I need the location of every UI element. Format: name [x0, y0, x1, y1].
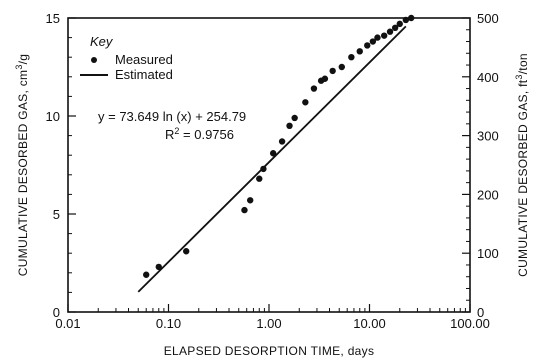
left-y-axis-unit-tail: /g	[16, 54, 30, 65]
right-y-tick-label: 400	[477, 70, 499, 85]
x-tick-label: 0.10	[156, 316, 181, 331]
left-y-axis-unit-sup: 3	[14, 64, 24, 69]
measured-point	[386, 28, 394, 35]
right-y-axis-title-text: CUMULATIVE DESORBED GAS, ft	[516, 79, 530, 277]
left-y-axis-title-text: CUMULATIVE DESORBED GAS, cm	[16, 70, 30, 277]
right-y-axis-unit-sup: 3	[514, 74, 524, 79]
r-squared-value: = 0.9756	[179, 127, 234, 142]
x-tick-label: 0.01	[55, 316, 80, 331]
measured-point	[241, 206, 248, 214]
measured-point	[408, 14, 415, 22]
left-y-tick-label: 0	[53, 305, 60, 320]
legend-measured-marker	[91, 57, 97, 63]
left-y-tick-label: 5	[53, 207, 60, 222]
x-axis-title: ELAPSED DESORPTION TIME, days	[164, 344, 375, 358]
right-y-tick-label: 200	[477, 187, 499, 202]
left-y-axis-title: CUMULATIVE DESORBED GAS, cm3/g	[14, 54, 30, 277]
measured-point	[182, 248, 190, 255]
measured-point	[391, 24, 399, 31]
measured-point	[155, 263, 162, 271]
right-y-tick-label: 300	[477, 129, 499, 144]
r-squared-label: R	[165, 127, 174, 142]
measured-point	[321, 75, 329, 82]
x-tick-label: 10.00	[353, 316, 386, 331]
left-y-tick-label: 10	[46, 109, 60, 124]
measured-point	[278, 138, 286, 145]
legend-estimated-label: Estimated	[115, 67, 173, 82]
measured-point	[369, 38, 377, 45]
legend-title: Key	[90, 34, 114, 49]
regression-equation: y = 73.649 ln (x) + 254.79	[98, 109, 246, 124]
measured-point	[269, 150, 277, 157]
measured-point	[380, 32, 388, 39]
measured-point	[348, 54, 355, 61]
measured-point	[291, 114, 298, 122]
measured-point	[402, 16, 410, 24]
measured-point	[260, 165, 267, 173]
left-y-tick-label: 15	[46, 11, 60, 26]
measured-point	[286, 122, 293, 129]
measured-point	[356, 48, 363, 55]
r-squared: R2 = 0.9756	[165, 126, 234, 142]
right-y-axis-title: CUMULATIVE DESORBED GAS, ft3/ton	[514, 53, 530, 277]
estimated-line	[137, 25, 407, 293]
right-y-tick-label: 100	[477, 246, 499, 261]
measured-point	[338, 63, 345, 71]
measured-point	[143, 271, 150, 278]
right-y-tick-label: 500	[477, 11, 499, 26]
measured-point	[246, 197, 254, 204]
legend: Key Measured Estimated	[80, 34, 173, 82]
measured-point	[310, 85, 318, 92]
r-squared-sup: 2	[174, 126, 179, 136]
x-tick-label: 100.00	[450, 316, 490, 331]
measured-point	[256, 175, 263, 182]
measured-points	[143, 14, 415, 278]
left-y-axis: 0 5 10 15	[46, 11, 76, 320]
measured-point	[396, 20, 403, 28]
legend-measured-label: Measured	[115, 52, 173, 67]
x-tick-label: 1.00	[256, 316, 281, 331]
right-y-axis: 0 100 200 300 400 500	[462, 11, 499, 320]
measured-point	[329, 67, 336, 75]
right-y-tick-label: 0	[477, 305, 484, 320]
measured-point	[302, 99, 309, 106]
measured-point	[364, 42, 371, 49]
x-axis: 0.01 0.10 1.00 10.00 100.00	[55, 304, 490, 331]
right-y-axis-unit-tail: /ton	[516, 53, 530, 74]
measured-point	[374, 34, 381, 41]
